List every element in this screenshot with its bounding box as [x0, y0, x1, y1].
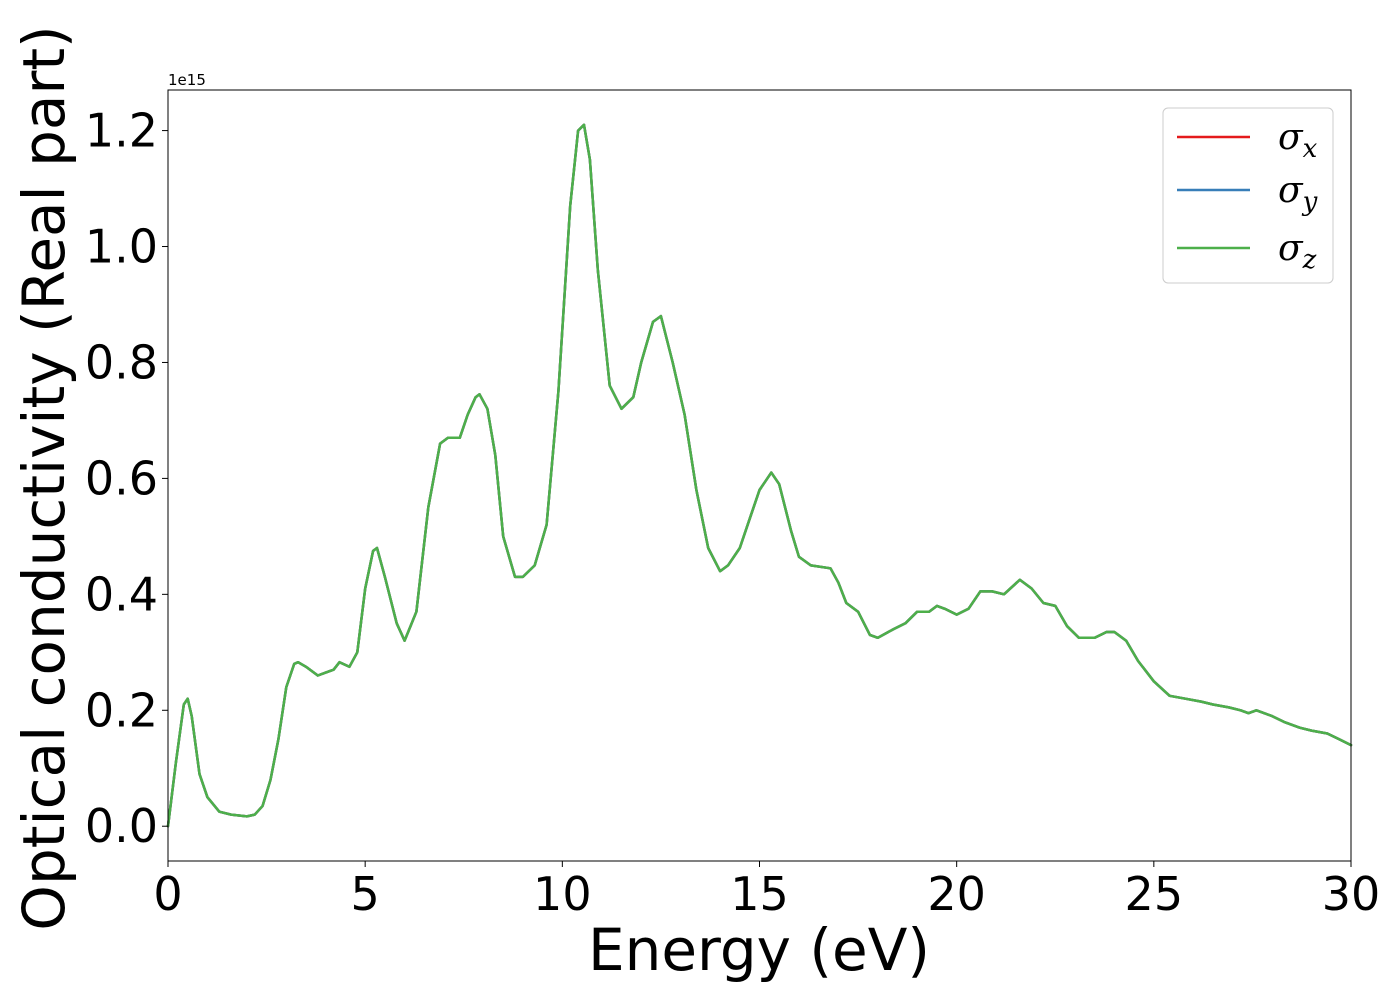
- x-tick-label: 5: [351, 867, 380, 921]
- x-tick-label: 20: [927, 867, 986, 921]
- x-axis-ticks: 0 5 10 15 20 25 30: [153, 861, 1380, 921]
- series-layer: [166, 123, 1353, 828]
- y-tick-label: 1.0: [85, 220, 158, 274]
- y-offset-label: 1e15: [168, 71, 206, 89]
- legend-box: [1162, 107, 1334, 284]
- x-tick-label: 10: [533, 867, 592, 921]
- y-axis-title: Optical conductivity (Real part): [10, 25, 78, 930]
- series-line-3: [166, 123, 1353, 828]
- x-axis-title: Energy (eV): [588, 916, 930, 984]
- y-axis-ticks: 0.0 0.2 0.4 0.6 0.8 1.0 1.2: [85, 104, 168, 853]
- y-tick-label: 0.6: [85, 451, 158, 505]
- x-tick-label: 25: [1125, 867, 1184, 921]
- x-tick-label: 30: [1322, 867, 1381, 921]
- y-tick-label: 0.8: [85, 335, 158, 389]
- y-tick-label: 1.2: [85, 104, 158, 158]
- y-tick-label: 0.2: [85, 683, 158, 737]
- x-tick-label: 0: [153, 867, 182, 921]
- x-tick-label: 15: [730, 867, 789, 921]
- y-tick-label: 0.4: [85, 567, 158, 621]
- y-tick-label: 0.0: [85, 799, 158, 853]
